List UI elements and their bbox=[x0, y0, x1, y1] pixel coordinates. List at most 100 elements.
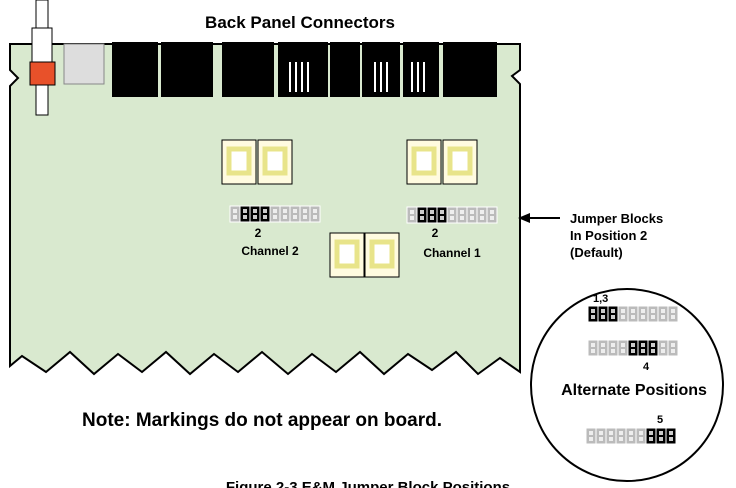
jumper-hole bbox=[599, 437, 603, 441]
jumper-pin bbox=[446, 206, 458, 224]
jumper-hole bbox=[450, 210, 454, 214]
jumper-hole bbox=[283, 209, 287, 213]
jumper-hole bbox=[639, 431, 643, 435]
jumper-hole bbox=[470, 210, 474, 214]
jumper-hole bbox=[611, 349, 615, 353]
relay-core bbox=[411, 146, 437, 176]
alt-position-label: 4 bbox=[643, 361, 650, 373]
jumper-hole bbox=[601, 343, 605, 347]
jumper-pin bbox=[416, 206, 428, 224]
hatched-connector bbox=[63, 43, 105, 85]
alt-position-label: 1,3 bbox=[593, 293, 608, 305]
jumper-pin bbox=[289, 205, 301, 223]
jumper-pin bbox=[597, 305, 609, 323]
jumper-pin bbox=[655, 427, 667, 445]
jumper-pin bbox=[259, 205, 271, 223]
jumper-hole bbox=[629, 431, 633, 435]
jumper-hole bbox=[649, 437, 653, 441]
jumper-hole bbox=[641, 349, 645, 353]
jumper-pin bbox=[309, 205, 321, 223]
jumper-hole bbox=[233, 209, 237, 213]
jumper-hole bbox=[253, 209, 257, 213]
jumper-hole bbox=[669, 431, 673, 435]
jumper-hole bbox=[661, 309, 665, 313]
jumper-pin bbox=[617, 305, 629, 323]
connector-pins bbox=[289, 62, 425, 92]
jumper-hole bbox=[430, 210, 434, 214]
jumper-pin bbox=[279, 205, 291, 223]
jumper-pin bbox=[436, 206, 448, 224]
jumper-hole bbox=[671, 315, 675, 319]
jumper-hole bbox=[591, 349, 595, 353]
relay-core bbox=[226, 146, 252, 176]
relay-core bbox=[447, 146, 473, 176]
jumper-pin bbox=[486, 206, 498, 224]
jumper-hole bbox=[460, 216, 464, 220]
jumper-pin bbox=[615, 427, 627, 445]
jumper-hole bbox=[651, 309, 655, 313]
jumper-pin bbox=[595, 427, 607, 445]
jumper-hole bbox=[661, 315, 665, 319]
channel-label: Channel 1 bbox=[423, 246, 481, 260]
caption: Figure 2-3 E&M Jumper Block Positions bbox=[226, 479, 510, 488]
position-label: 2 bbox=[432, 226, 439, 240]
jumper-pin bbox=[597, 339, 609, 357]
jumper-hole bbox=[601, 309, 605, 313]
jumper-hole bbox=[621, 343, 625, 347]
jumper-hole bbox=[303, 215, 307, 219]
jumper-pin bbox=[585, 427, 597, 445]
jumper-pin bbox=[627, 305, 639, 323]
jumper-hole bbox=[410, 210, 414, 214]
alt-position-label: 5 bbox=[657, 414, 663, 426]
jumper-hole bbox=[609, 431, 613, 435]
jumper-hole bbox=[591, 309, 595, 313]
jumper-hole bbox=[490, 216, 494, 220]
jumper-hole bbox=[303, 209, 307, 213]
jumper-hole bbox=[450, 216, 454, 220]
callout-line: (Default) bbox=[570, 245, 623, 260]
jumper-hole bbox=[661, 343, 665, 347]
post-top bbox=[31, 27, 53, 63]
relay-core bbox=[369, 239, 395, 269]
jumper-hole bbox=[671, 343, 675, 347]
jumper-hole bbox=[619, 431, 623, 435]
jumper-pin bbox=[647, 305, 659, 323]
jumper-hole bbox=[293, 215, 297, 219]
jumper-pin bbox=[607, 305, 619, 323]
jumper-hole bbox=[641, 315, 645, 319]
jumper-hole bbox=[631, 349, 635, 353]
jumper-hole bbox=[273, 209, 277, 213]
jumper-pin bbox=[647, 339, 659, 357]
jumper-pin bbox=[456, 206, 468, 224]
jumper-hole bbox=[631, 315, 635, 319]
jumper-pin bbox=[667, 339, 679, 357]
jumper-hole bbox=[410, 216, 414, 220]
jumper-hole bbox=[591, 343, 595, 347]
jumper-hole bbox=[621, 349, 625, 353]
jumper-hole bbox=[659, 437, 663, 441]
callout-line: Jumper Blocks bbox=[570, 211, 663, 226]
jumper-hole bbox=[609, 437, 613, 441]
jumper-hole bbox=[601, 349, 605, 353]
position-label: 2 bbox=[255, 226, 262, 240]
jumper-hole bbox=[233, 215, 237, 219]
jumper-hole bbox=[293, 209, 297, 213]
jumper-hole bbox=[490, 210, 494, 214]
jumper-hole bbox=[611, 343, 615, 347]
jumper-pin bbox=[249, 205, 261, 223]
jumper-pin bbox=[406, 206, 418, 224]
jumper-hole bbox=[621, 315, 625, 319]
alt-title: Alternate Positions bbox=[561, 382, 707, 399]
jumper-hole bbox=[460, 210, 464, 214]
jumper-hole bbox=[671, 349, 675, 353]
jumper-hole bbox=[661, 349, 665, 353]
jumper-pin bbox=[657, 339, 669, 357]
jumper-pin bbox=[587, 305, 599, 323]
jumper-hole bbox=[263, 215, 267, 219]
jumper-hole bbox=[440, 216, 444, 220]
jumper-hole bbox=[589, 431, 593, 435]
jumper-hole bbox=[651, 349, 655, 353]
jumper-pin bbox=[587, 339, 599, 357]
jumper-pin bbox=[657, 305, 669, 323]
